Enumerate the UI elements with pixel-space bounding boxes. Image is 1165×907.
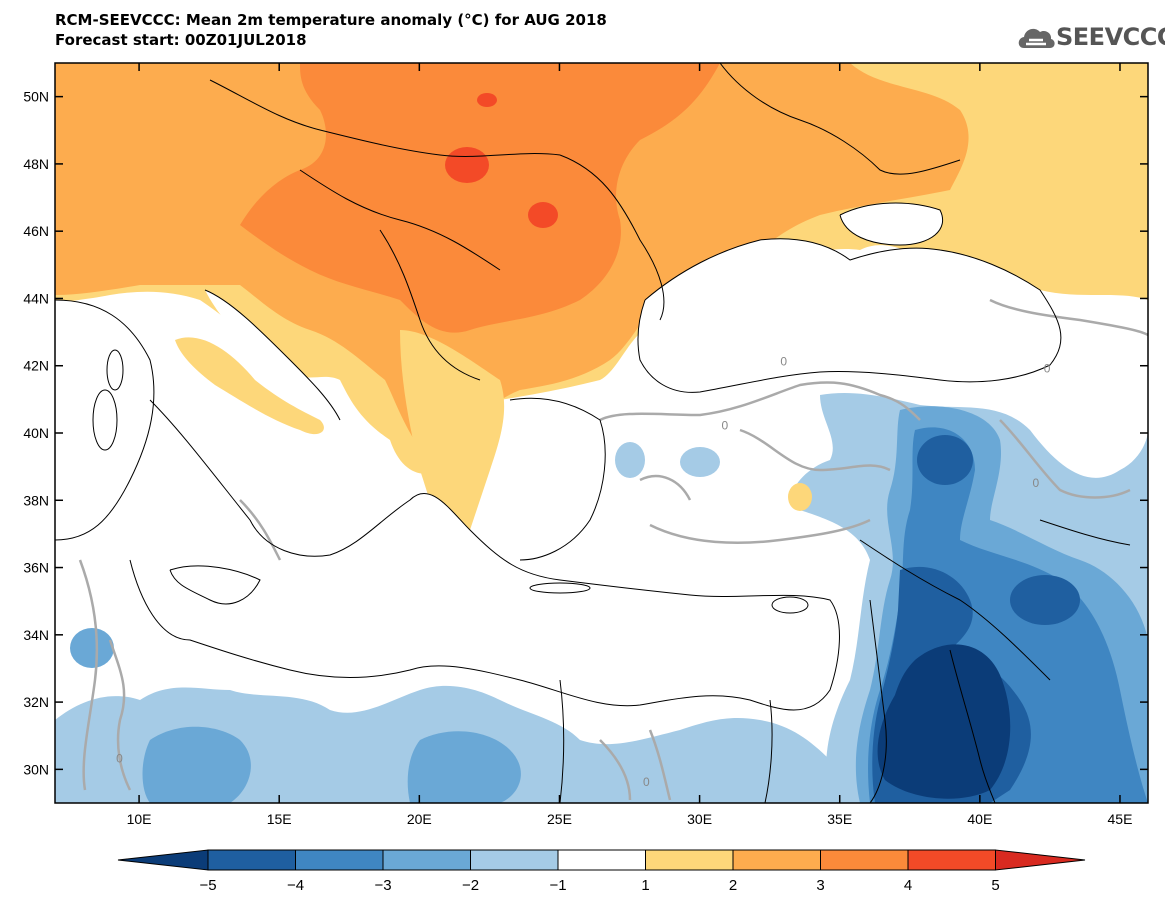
anomaly-patch-neg4-turkey [917, 435, 973, 485]
title-line-1: RCM-SEEVCCC: Mean 2m temperature anomaly… [55, 11, 607, 29]
adriatic-sea [205, 290, 340, 420]
anomaly-region-neg2-libya [407, 731, 521, 803]
anomaly-region-pos3 [240, 63, 720, 333]
anomaly-patch-neg2-tunisia [70, 628, 114, 668]
title-line-2: Forecast start: 00Z01JUL2018 [55, 31, 307, 49]
coastlines-and-borders [55, 63, 1131, 803]
anomaly-patch-pos4-romania [528, 202, 558, 228]
lon-tick-label: 25E [547, 811, 572, 827]
contour-label: 0 [1044, 361, 1051, 375]
lat-tick-label: 48N [23, 156, 49, 172]
contour-label: 0 [780, 355, 787, 369]
aegean-sea [503, 398, 606, 560]
lat-tick-label: 44N [23, 290, 49, 306]
contour-label: 0 [116, 752, 123, 766]
colorbar-label: −5 [199, 877, 216, 894]
colorbar-box [645, 849, 734, 871]
tyrrhenian-sea [55, 300, 154, 540]
contour-label: 0 [1033, 476, 1040, 490]
anomaly-region-pos1-italy [175, 337, 324, 435]
cloud-icon [1018, 28, 1055, 48]
anomaly-region-pos1-greece [400, 330, 505, 560]
colorbar-label: −2 [462, 877, 479, 894]
colorbar-box [470, 849, 559, 871]
mediterranean-sea [118, 400, 840, 710]
colorbar-label: 1 [641, 877, 649, 894]
anomaly-patch-pos4-hungary [445, 147, 489, 183]
colorbar-max-arrow [995, 849, 1086, 871]
colorbar-label: 5 [991, 877, 999, 894]
colorbar-box [732, 849, 821, 871]
colorbar-min-arrow [117, 849, 209, 871]
colorbar: −5 −4 −3 −2 −1 1 2 3 4 5 [117, 849, 1086, 894]
colorbar-label: −1 [549, 877, 566, 894]
lat-tick-label: 40N [23, 425, 49, 441]
anomaly-patch-pos4-poland [477, 93, 497, 107]
anomaly-patch-pos1-turkey [788, 483, 812, 511]
lon-tick-label: 15E [267, 811, 292, 827]
zero-contours [78, 298, 1148, 801]
colorbar-box [295, 849, 384, 871]
anomaly-region-neg2-africa [142, 726, 251, 803]
map-plot-area: 0 0 0 0 0 0 [55, 63, 1148, 803]
anomaly-region-neg5-jordan [877, 644, 1011, 799]
map-title: RCM-SEEVCCC: Mean 2m temperature anomaly… [55, 10, 607, 50]
colorbar-label: 3 [816, 877, 824, 894]
lon-tick-label: 30E [687, 811, 712, 827]
lat-tick-label: 34N [23, 627, 49, 643]
logo-text: SEEVCCC [1056, 23, 1165, 51]
lat-tick-label: 50N [23, 89, 49, 105]
lon-tick-label: 10E [127, 811, 152, 827]
colorbar-label: 4 [904, 877, 912, 894]
lat-tick-label: 42N [23, 358, 49, 374]
contour-label: 0 [721, 419, 728, 433]
anomaly-patch-neg4-iraq [1010, 575, 1080, 625]
colorbar-box [207, 849, 296, 871]
lat-tick-label: 46N [23, 223, 49, 239]
seevccc-logo: SEEVCCC [1016, 20, 1165, 56]
lat-tick-label: 30N [23, 761, 49, 777]
lat-tick-label: 38N [23, 492, 49, 508]
colorbar-box [557, 849, 646, 871]
contour-labels: 0 0 0 0 0 0 [116, 355, 1051, 789]
lat-tick-label: 36N [23, 560, 49, 576]
colorbar-label: −4 [287, 877, 304, 894]
colorbar-box [907, 849, 996, 871]
sea-of-azov [840, 203, 943, 245]
lon-tick-label: 40E [967, 811, 992, 827]
lon-tick-label: 20E [407, 811, 432, 827]
colorbar-label: 2 [729, 877, 737, 894]
colorbar-box [820, 849, 909, 871]
anomaly-patch-neg1-west-turkey [615, 442, 645, 478]
black-sea [637, 238, 1061, 393]
lon-tick-label: 35E [827, 811, 852, 827]
lon-tick-label: 45E [1108, 811, 1133, 827]
colorbar-box [382, 849, 471, 871]
lat-tick-label: 32N [23, 694, 49, 710]
colorbar-label: −3 [374, 877, 391, 894]
anomaly-patch-neg1-central-turkey [680, 447, 720, 477]
contour-label: 0 [643, 775, 650, 789]
latitude-axis: 30N 32N 34N 36N 38N 40N 42N 44N 46N 48N 50N [23, 89, 1148, 777]
longitude-axis: 10E 15E 20E 25E 30E 35E 40E 45E [127, 63, 1133, 827]
